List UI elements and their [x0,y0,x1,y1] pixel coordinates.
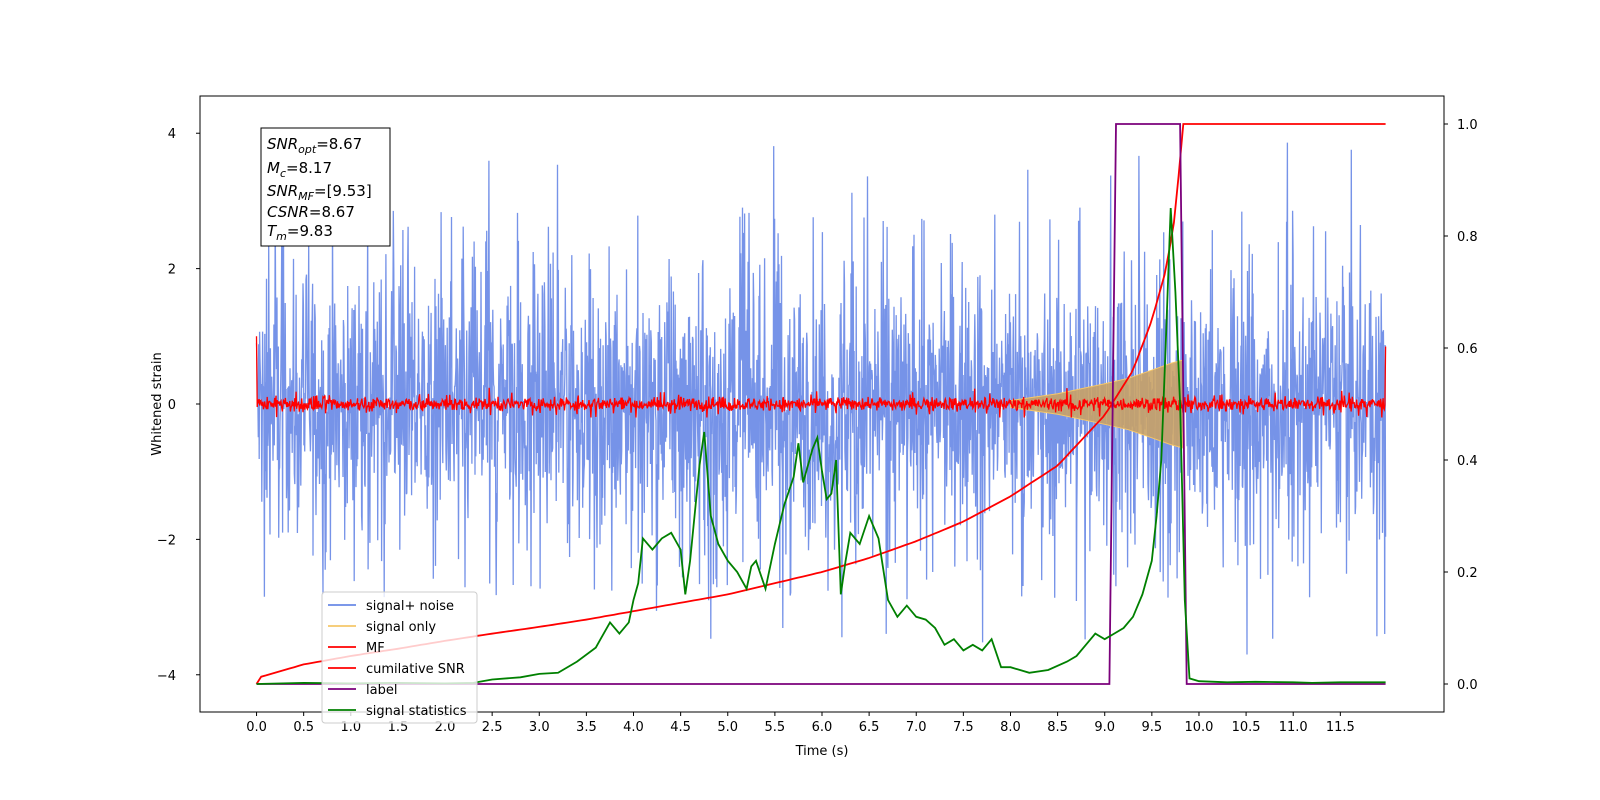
info-sub: MF [298,190,314,203]
info-value: =8.67 [309,203,355,221]
info-sub: opt [298,143,317,156]
legend-label: signal+ noise [366,599,454,614]
info-line-snr-opt: SNRopt=8.67 [267,135,362,156]
y2-tick-label: 1.0 [1457,118,1478,133]
x-tick-label: 11.0 [1279,720,1308,735]
y-tick-label: −4 [157,669,176,684]
series-signal-statistics [256,207,1386,685]
series-layer [255,123,1387,685]
y-tick-label: −2 [157,533,176,548]
y2-tick-label: 0.0 [1457,678,1478,693]
series-signal-noise [255,142,1387,655]
legend-label: MF [366,641,385,656]
x-tick-label: 9.5 [1142,720,1163,735]
info-value: =9.83 [287,222,333,240]
legend-label: cumilative SNR [366,662,465,677]
y2-tick-label: 0.8 [1457,230,1478,245]
x-tick-label: 8.5 [1047,720,1068,735]
info-value: =[9.53] [314,182,372,200]
y-tick-label: 0 [168,398,176,413]
y-tick-label: 4 [168,127,176,142]
x-axis-label: Time (s) [795,744,849,759]
legend: signal+ noise signal only MF cumilative SNR… [321,591,478,724]
info-sym: SNR [267,182,298,200]
legend-frame [321,591,478,724]
y2-tick-label: 0.2 [1457,566,1478,581]
info-line-mc: Mc=8.17 [267,159,332,180]
info-line-csnr: CSNR=8.67 [267,203,355,221]
x-tick-label: 7.5 [953,720,974,735]
legend-label: signal statistics [366,704,467,719]
x-tick-label: 6.0 [812,720,833,735]
legend-label: label [366,683,397,698]
x-tick-label: 3.0 [529,720,550,735]
info-sym: T [267,222,278,240]
axes-layer: 0.0 0.5 1.0 1.5 2.0 2.5 3.0 3.5 4.0 4.5 5.0 5.5 6.0 6… [157,118,1478,735]
info-sym: M [267,159,280,177]
info-line-tm: Tm=9.83 [267,222,333,243]
info-sym: CSNR [267,203,309,221]
x-tick-label: 11.5 [1326,720,1355,735]
series-label [256,123,1386,685]
x-tick-label: 6.5 [859,720,880,735]
info-sub: c [280,167,286,180]
series-mf [255,336,1387,418]
y2-tick-label: 0.6 [1457,342,1478,357]
info-box-frame [260,127,391,247]
info-box: SNRopt=8.67 Mc=8.17 SNRMF=[9.53] CSNR=8.… [260,127,391,247]
info-value: =8.17 [286,159,332,177]
x-tick-label: 5.5 [765,720,786,735]
info-sub: m [276,230,287,243]
legend-label: signal only [366,620,436,635]
x-tick-label: 10.5 [1232,720,1261,735]
y-axis-label: Whitened strain [150,352,165,455]
x-tick-label: 4.0 [623,720,644,735]
info-value: =8.67 [316,135,362,153]
x-tick-label: 4.5 [670,720,691,735]
x-tick-label: 5.0 [717,720,738,735]
x-tick-label: 1.0 [340,720,361,735]
x-tick-label: 7.0 [906,720,927,735]
y2-tick-label: 0.4 [1457,454,1478,469]
x-tick-label: 8.0 [1000,720,1021,735]
x-tick-label: 10.0 [1184,720,1213,735]
x-tick-label: 0.0 [246,720,267,735]
x-tick-label: 3.5 [576,720,597,735]
x-tick-label: 9.0 [1094,720,1115,735]
x-tick-label: 2.0 [435,720,456,735]
y-tick-label: 2 [168,263,176,278]
x-tick-label: 0.5 [293,720,314,735]
info-sym: SNR [267,135,298,153]
info-line-snr-mf: SNRMF=[9.53] [267,182,372,203]
x-tick-label: 1.5 [388,720,409,735]
x-tick-label: 2.5 [482,720,503,735]
